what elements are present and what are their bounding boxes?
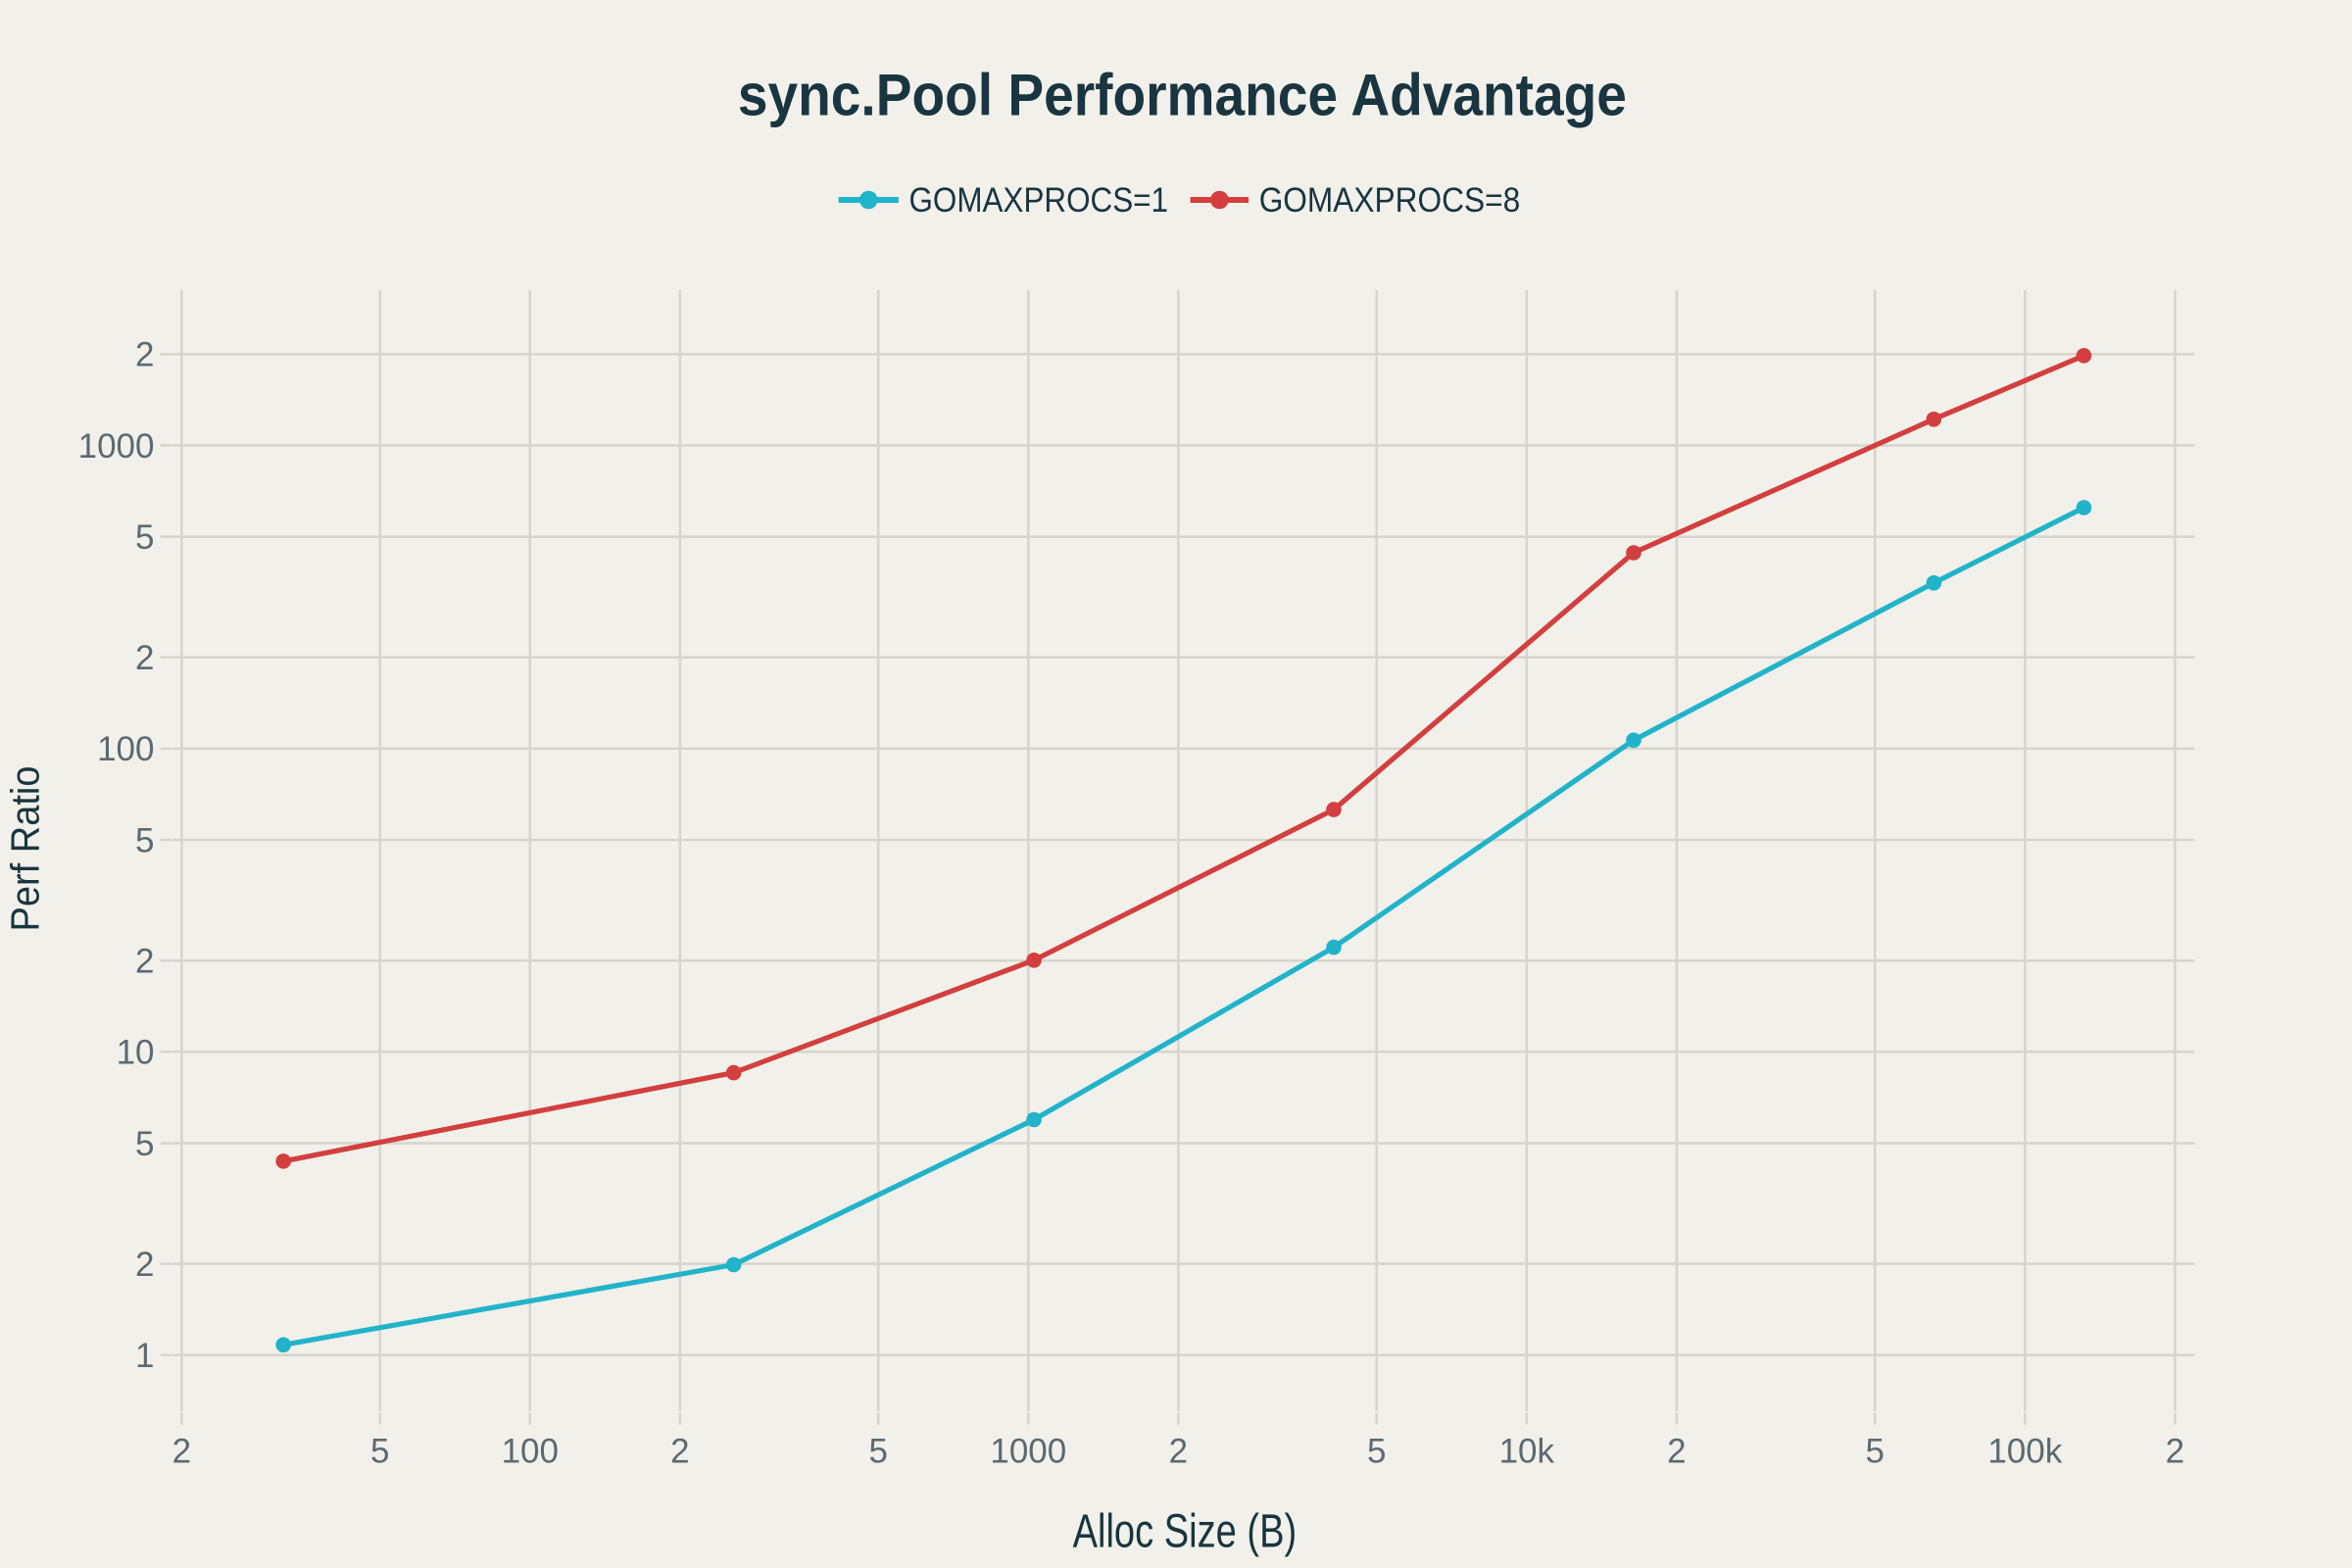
svg-text:2: 2	[670, 1433, 689, 1471]
svg-text:10: 10	[117, 1034, 155, 1072]
svg-text:100: 100	[502, 1433, 559, 1471]
svg-text:5: 5	[135, 518, 154, 557]
svg-text:Alloc Size (B): Alloc Size (B)	[1073, 1506, 1298, 1558]
svg-text:2: 2	[135, 943, 154, 981]
svg-text:2: 2	[135, 336, 154, 374]
svg-text:5: 5	[135, 1125, 154, 1163]
svg-text:2: 2	[1667, 1433, 1686, 1471]
svg-text:5: 5	[868, 1433, 887, 1471]
svg-text:1000: 1000	[78, 427, 155, 466]
svg-text:2: 2	[1169, 1433, 1188, 1471]
svg-text:5: 5	[135, 821, 154, 859]
svg-text:Perf Ratio: Perf Ratio	[2, 766, 47, 932]
svg-text:5: 5	[370, 1433, 389, 1471]
svg-text:10k: 10k	[1499, 1433, 1555, 1471]
svg-text:100k: 100k	[1987, 1433, 2062, 1471]
svg-text:2: 2	[135, 639, 154, 677]
svg-text:2: 2	[135, 1246, 154, 1284]
svg-text:1000: 1000	[990, 1433, 1066, 1471]
svg-text:GOMAXPROCS=8: GOMAXPROCS=8	[1259, 181, 1521, 220]
svg-text:2: 2	[172, 1433, 191, 1471]
svg-text:5: 5	[1865, 1433, 1884, 1471]
svg-text:GOMAXPROCS=1: GOMAXPROCS=1	[909, 181, 1169, 220]
svg-text:1: 1	[135, 1337, 154, 1375]
svg-text:5: 5	[1367, 1433, 1386, 1471]
svg-text:sync.Pool Performance Advantag: sync.Pool Performance Advantage	[738, 62, 1627, 127]
svg-text:2: 2	[2166, 1433, 2184, 1471]
svg-text:100: 100	[97, 730, 154, 768]
